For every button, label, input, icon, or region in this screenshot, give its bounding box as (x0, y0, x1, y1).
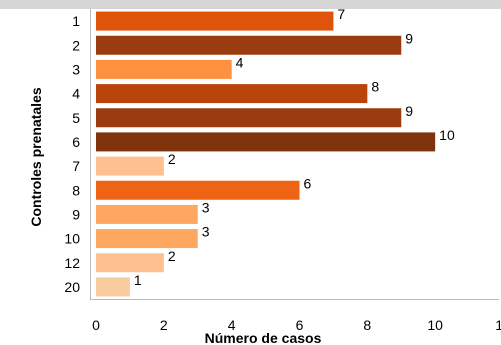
data-label-10: 3 (202, 224, 210, 240)
y-tick-label-8: 8 (72, 182, 80, 198)
data-label-4: 8 (371, 79, 379, 95)
bar-9[interactable] (96, 204, 198, 224)
top-toolbar-strip (0, 0, 501, 9)
x-tick-label-6: 6 (296, 317, 304, 333)
x-tick-label-8: 8 (363, 317, 371, 333)
x-tick-label-4: 4 (228, 317, 236, 333)
data-label-1: 7 (337, 6, 345, 22)
y-tick-label-1: 1 (72, 13, 80, 29)
x-tick-label-10: 10 (427, 317, 443, 333)
y-tick-label-10: 10 (64, 231, 80, 247)
y-tick-label-20: 20 (64, 279, 80, 295)
bar-4[interactable] (96, 84, 368, 104)
bar-1[interactable] (96, 11, 334, 31)
bar-6[interactable] (96, 132, 436, 152)
bar-8[interactable] (96, 180, 300, 200)
x-axis-title: Número de casos (205, 330, 322, 345)
x-tick-label-0: 0 (92, 317, 100, 333)
y-tick-label-9: 9 (72, 206, 80, 222)
data-label-9: 3 (202, 199, 210, 215)
data-label-5: 9 (405, 103, 413, 119)
data-label-2: 9 (405, 30, 413, 46)
data-label-8: 6 (304, 175, 312, 191)
data-labels-layer: 7 9 4 8 9 10 2 6 3 3 2 1 (134, 6, 455, 288)
x-tick-label-12: 12 (495, 317, 501, 333)
data-label-12: 2 (168, 248, 176, 264)
y-tick-label-12: 12 (64, 255, 80, 271)
bars-layer (96, 11, 436, 297)
bar-10[interactable] (96, 229, 198, 249)
data-label-20: 1 (134, 272, 142, 288)
data-label-3: 4 (236, 54, 244, 70)
x-tick-labels: 0 2 4 6 8 10 12 (92, 317, 501, 333)
y-tick-label-3: 3 (72, 61, 80, 77)
bar-12[interactable] (96, 253, 164, 273)
bar-3[interactable] (96, 59, 232, 79)
y-tick-label-5: 5 (72, 110, 80, 126)
y-tick-label-2: 2 (72, 37, 80, 53)
y-tick-label-6: 6 (72, 134, 80, 150)
bar-20[interactable] (96, 277, 130, 297)
data-label-7: 2 (168, 151, 176, 167)
bar-5[interactable] (96, 108, 402, 128)
y-axis-title: Controles prenatales (28, 87, 44, 226)
bar-7[interactable] (96, 156, 164, 176)
y-tick-label-4: 4 (72, 86, 80, 102)
x-tick-label-2: 2 (160, 317, 168, 333)
y-tick-label-7: 7 (72, 158, 80, 174)
bar-2[interactable] (96, 35, 402, 55)
data-label-6: 10 (439, 127, 455, 143)
